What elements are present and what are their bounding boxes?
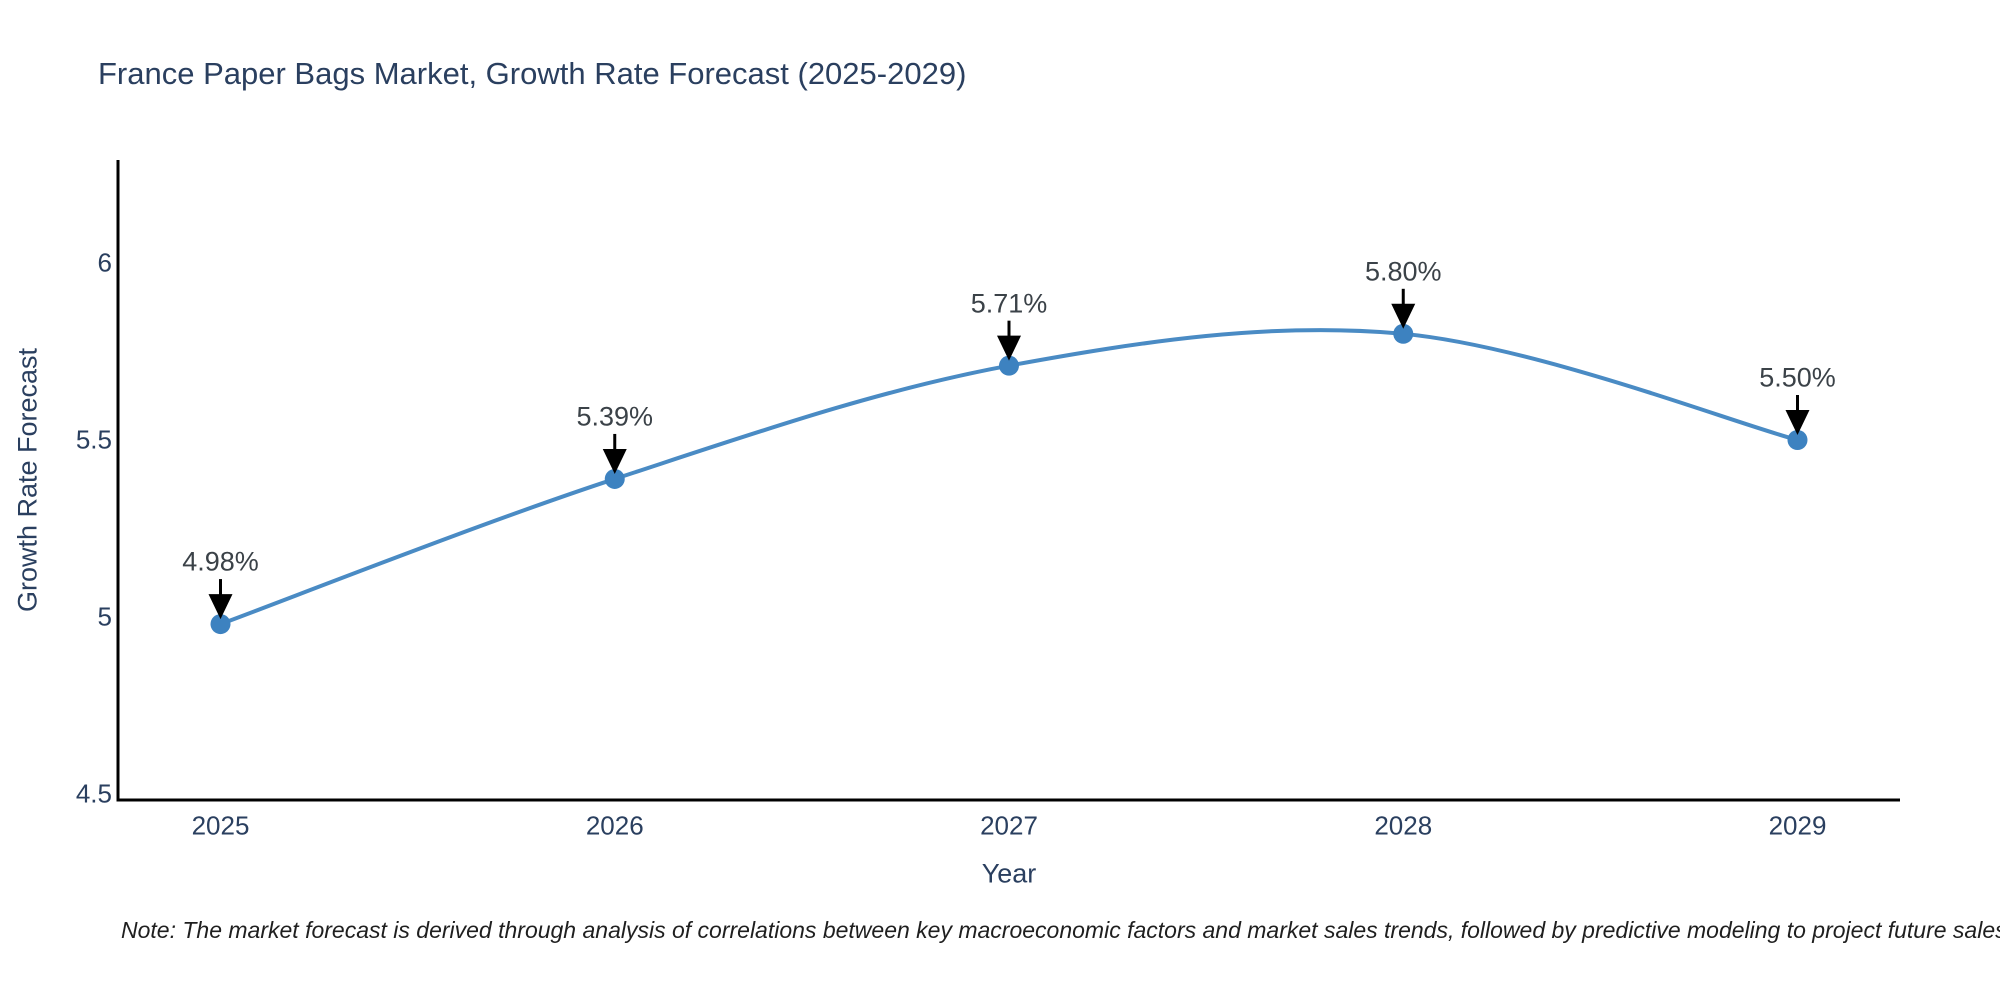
chart-title: France Paper Bags Market, Growth Rate Fo… [98, 56, 967, 91]
data-point-2026 [604, 468, 625, 489]
data-point-2028 [1393, 323, 1414, 344]
annotation-arrowhead-icon [997, 335, 1021, 361]
point-value-label-2028: 5.80% [1364, 256, 1442, 287]
point-value-label-2029: 5.50% [1759, 362, 1836, 393]
x-tick-label-2025: 2025 [191, 810, 250, 841]
y-tick-label-5.5: 5.5 [75, 424, 112, 455]
y-tick-label-6: 6 [97, 247, 112, 278]
x-tick-label-2026: 2026 [585, 810, 644, 841]
annotation-arrowhead-icon [1785, 410, 1810, 435]
x-axis-title: Year [981, 858, 1037, 889]
annotation-arrowhead-icon [602, 448, 627, 474]
data-point-2029 [1787, 430, 1808, 450]
annotation-arrowhead-icon [208, 594, 233, 620]
point-value-label-2027: 5.71% [970, 288, 1048, 319]
annotation-arrowhead-icon [1391, 303, 1416, 329]
point-value-label-2025: 4.98% [182, 546, 259, 577]
x-tick-label-2028: 2028 [1374, 810, 1433, 841]
x-tick-label-2029: 2029 [1768, 810, 1827, 841]
data-point-2025 [210, 614, 231, 635]
x-tick-label-2027: 2027 [980, 810, 1038, 841]
footnote: Note: The market forecast is derived thr… [121, 917, 2000, 943]
y-tick-label-4.5: 4.5 [75, 778, 112, 809]
y-tick-label-5: 5 [97, 601, 112, 632]
data-point-2027 [999, 355, 1019, 376]
point-value-label-2026: 5.39% [576, 401, 654, 432]
